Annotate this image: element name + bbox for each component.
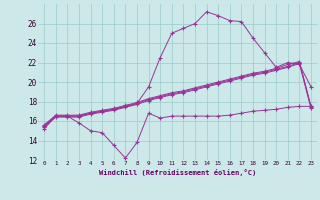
X-axis label: Windchill (Refroidissement éolien,°C): Windchill (Refroidissement éolien,°C) <box>99 169 256 176</box>
